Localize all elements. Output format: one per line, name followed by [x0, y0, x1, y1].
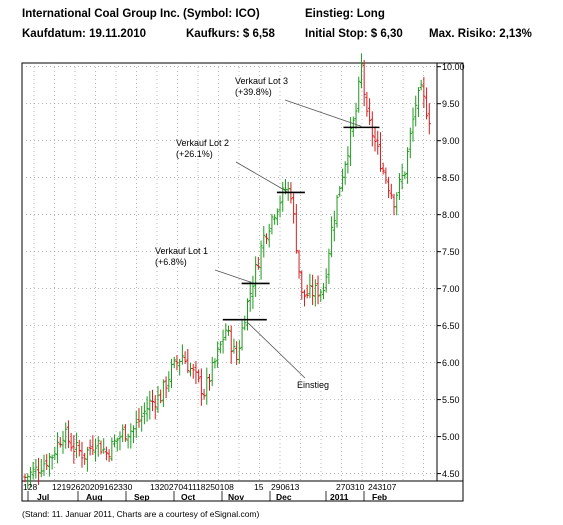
x-month-label: Sep	[134, 492, 150, 502]
annotation-value: (+39.8%)	[235, 87, 272, 97]
max-risk: Max. Risiko: 2,13%	[429, 28, 532, 40]
y-tick-label: 5.00	[442, 432, 460, 442]
company-title: International Coal Group Inc. (Symbol: I…	[22, 8, 260, 20]
annotation-value: Einstieg	[297, 380, 329, 390]
y-tick-label: 7.00	[442, 284, 460, 294]
y-tick-label: 6.00	[442, 358, 460, 368]
x-month-label: Nov	[228, 492, 244, 502]
annotation-pointer	[214, 269, 252, 283]
y-tick-label: 4.50	[442, 469, 460, 479]
x-day-label: 15	[254, 482, 264, 492]
x-month-label: Oct	[181, 492, 195, 502]
y-tick-label: 9.50	[442, 99, 460, 109]
annotations: Verkauf Lot 3(+39.8%) Verkauf Lot 2(+26.1…	[155, 76, 380, 390]
annotation-pointer	[246, 321, 306, 379]
x-day-label: 12192620209162330	[52, 482, 133, 492]
x-month-label: Jul	[37, 492, 49, 502]
y-tick-label: 8.00	[442, 210, 460, 220]
plot-frame	[21, 62, 438, 482]
x-day-label: 243107	[368, 482, 397, 492]
annotation-title: Verkauf Lot 3	[235, 76, 288, 86]
source-note: (Stand: 11. Januar 2011, Charts are a co…	[22, 509, 260, 519]
y-tick-label: 7.50	[442, 247, 460, 257]
yaxis-frame	[436, 62, 464, 482]
annotation-title: Verkauf Lot 2	[176, 138, 229, 148]
buy-date: Kaufdatum: 19.11.2010	[22, 28, 147, 40]
x-month-label: Feb	[372, 492, 387, 502]
y-tick-label: 5.50	[442, 395, 460, 405]
x-month-label: 2011	[330, 492, 349, 502]
annotation-value: (+6.8%)	[155, 257, 187, 267]
y-tick-label: 6.50	[442, 321, 460, 331]
annotation-pointer	[235, 161, 288, 192]
x-axis: 128 12192620209162330 132027041118250108 15…	[23, 482, 397, 502]
initial-stop: Initial Stop: $ 6,30	[305, 28, 403, 40]
entry-type: Einstieg: Long	[305, 8, 385, 20]
y-axis: 10.00 9.50 9.00 8.50 8.00 7.50 7.00 6.50 6.00 5.5…	[437, 62, 465, 479]
annotation-pointer	[284, 99, 362, 127]
x-day-label: 290613	[271, 482, 300, 492]
annotation-title: Verkauf Lot 1	[155, 246, 208, 256]
x-day-label: 132027041118250108	[150, 482, 234, 492]
x-day-label: 128	[23, 482, 37, 492]
y-tick-label: 9.00	[442, 136, 460, 146]
y-tick-label: 10.00	[442, 62, 465, 72]
ohlc-bars	[23, 53, 431, 489]
x-month-label: Dec	[276, 492, 292, 502]
buy-price: Kaufkurs: $ 6,58	[186, 28, 275, 40]
xaxis-frame	[21, 480, 464, 502]
x-day-label: 270310	[336, 482, 365, 492]
y-tick-label: 8.50	[442, 173, 460, 183]
annotation-value: (+26.1%)	[176, 149, 213, 159]
x-month-label: Aug	[86, 492, 103, 502]
